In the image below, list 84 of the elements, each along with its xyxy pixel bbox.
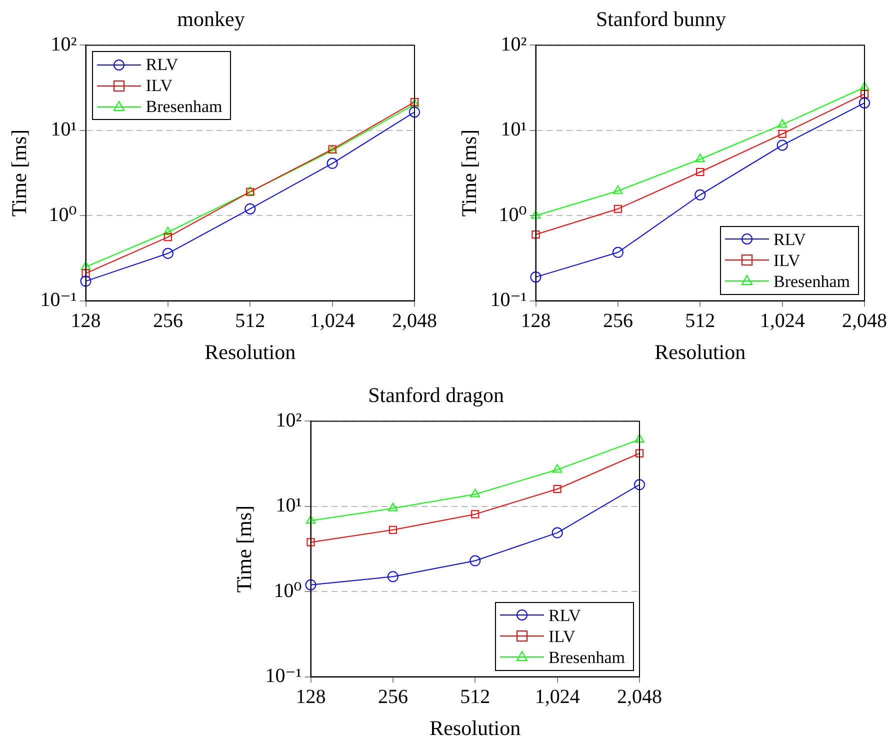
x-tick-label: 2,048 (617, 686, 662, 708)
point (553, 484, 562, 494)
x-tick-label: 256 (602, 310, 633, 332)
point (387, 571, 398, 582)
x-tick-label: 2,048 (842, 310, 887, 332)
legend-label: ILV (144, 75, 174, 96)
x-axis-title: Resolution (654, 340, 746, 364)
legend-label: RLV (772, 228, 807, 250)
point (612, 246, 624, 258)
y-tick-label: 10¹ (500, 118, 527, 141)
point (552, 527, 563, 538)
point (80, 261, 91, 270)
point (777, 119, 788, 128)
legend-label: Bresenham (548, 646, 625, 668)
point (470, 488, 480, 498)
y-tick-label: 10⁰ (274, 580, 302, 602)
x-tick-label: 256 (378, 686, 408, 708)
point (163, 226, 173, 236)
x-tick-label: 256 (152, 310, 183, 332)
y-tick-label: 10⁻¹ (265, 665, 302, 688)
point (530, 210, 541, 219)
point (80, 276, 92, 287)
point (470, 555, 481, 566)
point (696, 168, 704, 176)
point (326, 158, 338, 169)
point (552, 464, 562, 473)
point (634, 479, 645, 490)
point (860, 82, 870, 90)
x-tick-label: 128 (520, 310, 551, 332)
y-axis-title: Time [ms] (232, 505, 256, 593)
x-tick-label: 512 (685, 310, 716, 332)
point (859, 97, 870, 108)
point (82, 269, 90, 278)
point (532, 230, 540, 239)
x-tick-label: 128 (296, 686, 326, 708)
legend-label: Bresenham (772, 270, 850, 292)
point (162, 248, 174, 259)
point (860, 90, 869, 98)
point (409, 106, 420, 118)
point (634, 434, 644, 442)
x-tick-label: 1,024 (310, 310, 355, 332)
x-tick-label: 512 (235, 310, 266, 332)
x-tick-label: 128 (70, 310, 101, 332)
x-tick-label: 1,024 (534, 686, 580, 708)
legend-label: RLV (144, 54, 180, 76)
x-axis-title: Resolution (430, 716, 522, 740)
legend-label: RLV (548, 604, 582, 626)
y-tick-label: 10⁻¹ (490, 289, 527, 312)
x-tick-label: 512 (460, 686, 490, 708)
x-tick-label: 1,024 (760, 310, 805, 332)
point (695, 154, 705, 162)
chart-title: Stanford bunny (596, 7, 727, 32)
point (778, 130, 786, 138)
point (635, 449, 644, 458)
point (694, 189, 706, 200)
legend-label: ILV (772, 250, 802, 271)
x-axis-title: Resolution (204, 340, 296, 364)
point (306, 538, 315, 546)
point (305, 579, 316, 590)
point (388, 526, 397, 534)
point (388, 502, 398, 512)
y-axis-title: Time [ms] (457, 129, 482, 217)
y-tick-label: 10² (50, 33, 77, 56)
y-tick-label: 10¹ (50, 118, 77, 141)
chart-title: monkey (177, 7, 246, 32)
point (776, 140, 788, 151)
y-tick-label: 10² (276, 409, 302, 432)
point (471, 510, 480, 518)
point (244, 203, 256, 214)
point (613, 185, 623, 194)
y-tick-label: 10² (500, 33, 527, 56)
point (306, 515, 316, 524)
legend-label: ILV (548, 626, 576, 647)
y-tick-label: 10⁰ (498, 204, 527, 226)
point (530, 272, 542, 283)
point (164, 233, 172, 242)
point (614, 204, 622, 213)
x-tick-label: 2,048 (392, 310, 437, 332)
chart-title: Stanford dragon (368, 383, 504, 408)
legend-label: Bresenham (144, 96, 222, 118)
y-tick-label: 10⁻¹ (40, 289, 77, 312)
y-tick-label: 10¹ (276, 494, 302, 517)
y-tick-label: 10⁰ (48, 204, 77, 226)
y-axis-title: Time [ms] (7, 129, 32, 217)
